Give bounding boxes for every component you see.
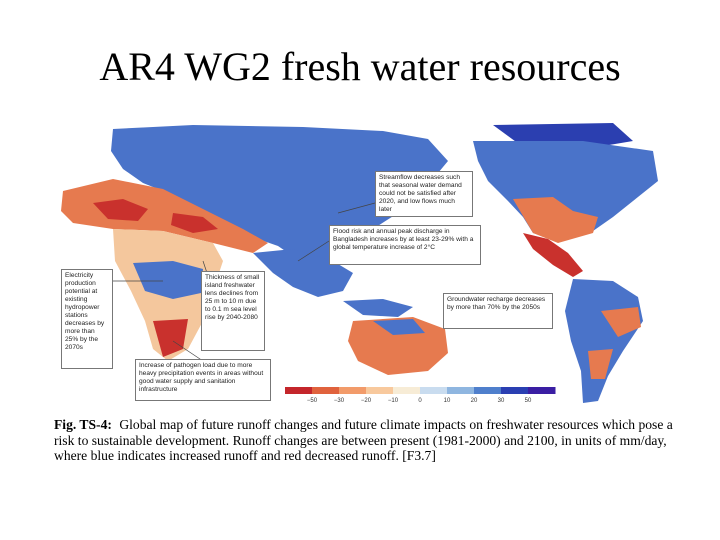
legend-tick-label: 0 <box>418 398 422 404</box>
legend-swatch <box>312 387 340 394</box>
legend-swatch <box>420 387 448 394</box>
legend-swatch <box>393 387 421 394</box>
legend-tick-label: −20 <box>361 398 372 404</box>
legend-swatch <box>447 387 475 394</box>
callout-islands: Thickness of small island freshwater len… <box>201 271 265 351</box>
dry-belt-region <box>61 179 268 253</box>
runoff-legend-colorbar <box>285 387 556 394</box>
slide-title: AR4 WG2 fresh water resources <box>99 44 621 89</box>
legend-tick-label: 10 <box>444 398 451 404</box>
legend-swatch <box>474 387 502 394</box>
maritime-asia <box>343 299 413 317</box>
runoff-map-figure: −50 −30 −20 −10 0 10 20 30 50 Streamflow decreas… <box>53 121 663 407</box>
legend-swatch <box>285 387 313 394</box>
legend-tick-label: 20 <box>471 398 478 404</box>
central-america <box>523 233 583 277</box>
legend-tick-label: −50 <box>307 398 318 404</box>
south-asia-landmass <box>253 249 353 297</box>
north-america-landmass <box>473 141 658 241</box>
runoff-legend-ticks: −50 −30 −20 −10 0 10 20 30 50 <box>307 398 532 404</box>
legend-tick-label: −10 <box>388 398 399 404</box>
africa-central-wet <box>133 261 203 299</box>
africa-south-dry <box>153 319 188 357</box>
australia-north-wet <box>373 319 425 335</box>
legend-swatch <box>339 387 367 394</box>
callout-south-america: Groundwater recharge decreases by more t… <box>443 293 553 329</box>
south-america-dry <box>588 307 641 379</box>
legend-tick-label: 30 <box>498 398 505 404</box>
legend-tick-label: −30 <box>334 398 345 404</box>
very-dry-patches <box>93 199 218 233</box>
callout-asia: Flood risk and annual peak discharge in … <box>329 225 481 265</box>
north-america-dry <box>513 197 598 243</box>
figure-caption: Fig. TS-4: Global map of future runoff c… <box>54 417 694 464</box>
callout-north-america: Streamflow decreases such that seasonal … <box>375 171 473 217</box>
figure-caption-label: Fig. TS-4: <box>54 417 112 432</box>
callout-health: Increase of pathogen load due to more he… <box>135 359 271 401</box>
legend-tick-label: 50 <box>525 398 532 404</box>
legend-swatch <box>501 387 529 394</box>
callout-africa: Electricity production potential at exis… <box>61 269 113 369</box>
legend-swatch <box>366 387 394 394</box>
legend-swatch <box>528 387 556 394</box>
figure-caption-text: Global map of future runoff changes and … <box>54 417 673 463</box>
